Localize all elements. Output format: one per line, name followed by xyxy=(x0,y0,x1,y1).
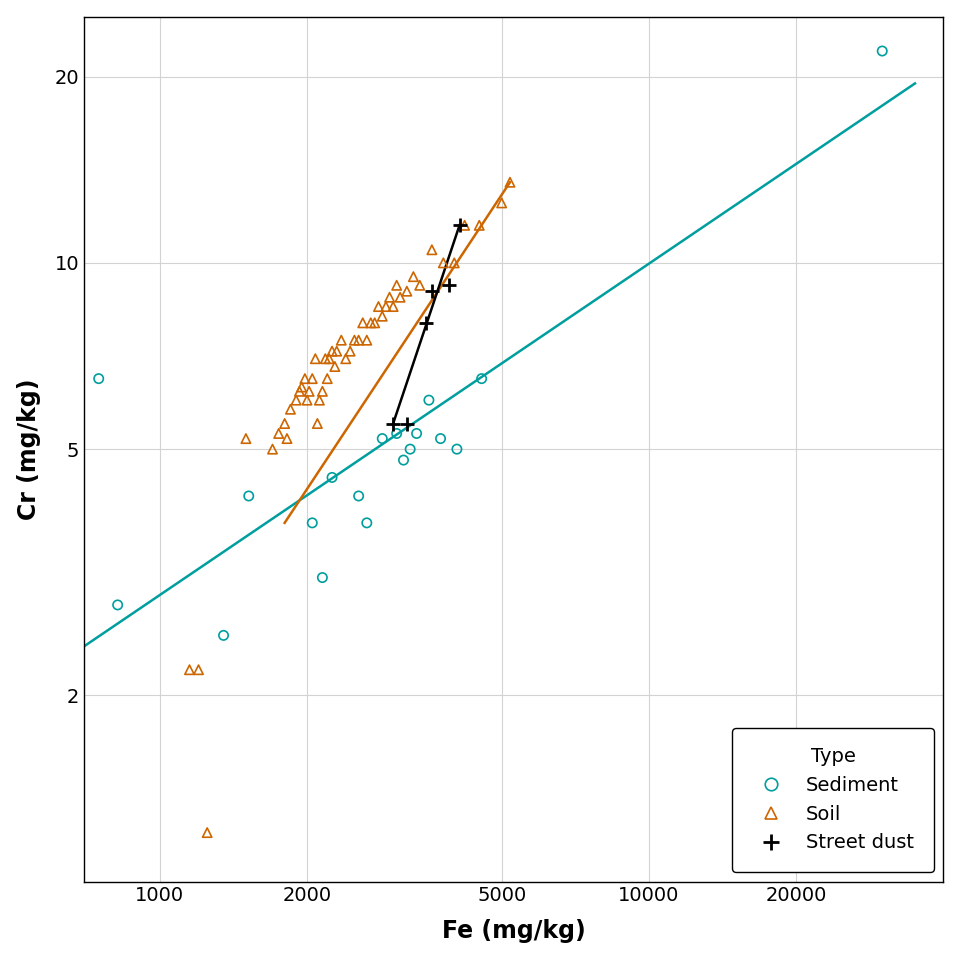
Point xyxy=(474,371,490,386)
Point xyxy=(191,662,206,678)
Point xyxy=(424,242,440,257)
Point xyxy=(399,283,415,299)
Point xyxy=(421,393,437,408)
Point xyxy=(310,416,325,431)
Point xyxy=(389,277,404,293)
Point xyxy=(386,416,401,431)
Point xyxy=(374,308,390,324)
Point xyxy=(294,379,309,395)
Point xyxy=(409,426,424,442)
Point xyxy=(393,290,408,305)
X-axis label: Fe (mg/kg): Fe (mg/kg) xyxy=(442,920,586,944)
Point xyxy=(471,218,487,233)
Point xyxy=(378,299,394,314)
Point xyxy=(449,442,465,457)
Point xyxy=(399,416,415,431)
Point xyxy=(396,452,411,468)
Point xyxy=(307,351,323,367)
Point xyxy=(324,469,340,485)
Point xyxy=(347,332,362,348)
Point xyxy=(424,283,440,299)
Y-axis label: Cr (mg/kg): Cr (mg/kg) xyxy=(16,378,40,520)
Point xyxy=(875,43,890,59)
Point xyxy=(446,255,462,271)
Point xyxy=(312,393,327,408)
Point xyxy=(300,393,315,408)
Point xyxy=(265,442,280,457)
Point xyxy=(322,351,337,367)
Point xyxy=(502,175,517,190)
Point xyxy=(359,516,374,531)
Point xyxy=(351,332,367,348)
Point xyxy=(181,662,197,678)
Point xyxy=(452,218,468,233)
Point xyxy=(238,431,253,446)
Point xyxy=(494,195,510,210)
Point xyxy=(457,218,472,233)
Point xyxy=(271,426,286,442)
Point xyxy=(320,371,335,386)
Point xyxy=(304,371,320,386)
Point xyxy=(412,277,427,293)
Point xyxy=(442,277,457,293)
Point xyxy=(363,315,378,330)
Point xyxy=(241,489,256,504)
Point xyxy=(216,628,231,643)
Point xyxy=(338,351,353,367)
Point xyxy=(318,351,333,367)
Point xyxy=(386,299,401,314)
Point xyxy=(283,401,299,417)
Point xyxy=(91,371,107,386)
Point xyxy=(334,332,349,348)
Point xyxy=(351,489,367,504)
Point xyxy=(367,315,382,330)
Point xyxy=(402,442,418,457)
Point xyxy=(315,384,330,399)
Point xyxy=(329,344,345,359)
Point xyxy=(301,384,317,399)
Point xyxy=(389,426,404,442)
Point xyxy=(288,393,303,408)
Point xyxy=(279,431,295,446)
Point xyxy=(433,431,448,446)
Point xyxy=(324,344,340,359)
Point xyxy=(298,371,313,386)
Point xyxy=(292,384,307,399)
Point xyxy=(359,332,374,348)
Point xyxy=(371,299,386,314)
Point xyxy=(327,359,343,374)
Point xyxy=(406,269,421,284)
Point xyxy=(382,290,397,305)
Point xyxy=(110,597,126,612)
Point xyxy=(304,516,320,531)
Point xyxy=(355,315,371,330)
Point xyxy=(200,825,215,840)
Point xyxy=(436,255,451,271)
Point xyxy=(315,570,330,586)
Point xyxy=(277,416,293,431)
Point xyxy=(374,431,390,446)
Point xyxy=(343,344,358,359)
Point xyxy=(419,315,434,330)
Legend: Sediment, Soil, Street dust: Sediment, Soil, Street dust xyxy=(732,728,934,872)
